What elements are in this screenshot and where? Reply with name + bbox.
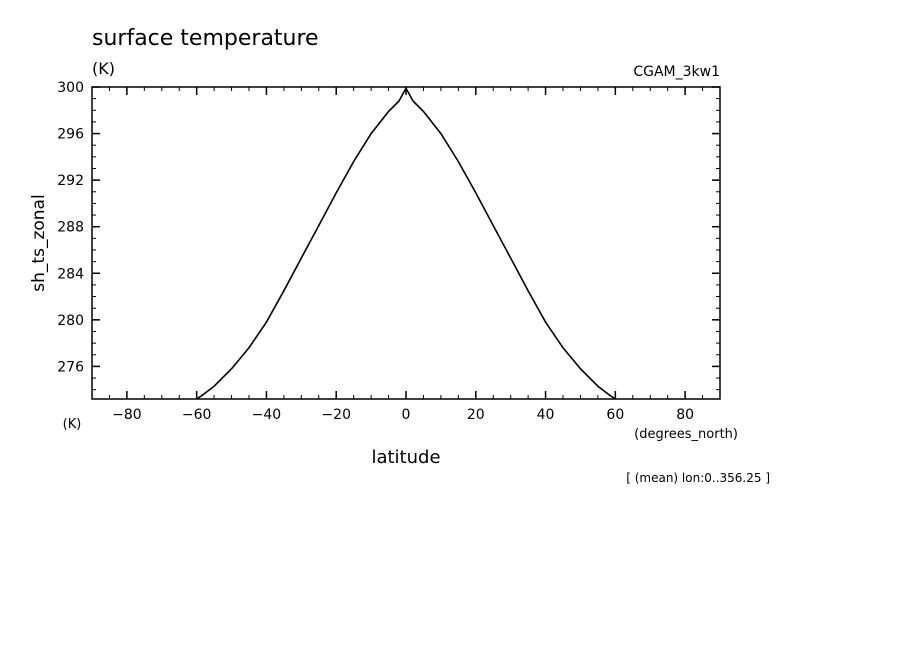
x-tick-label: −40: [252, 407, 282, 423]
dataset-label: CGAM_3kw1: [633, 64, 720, 80]
y-tick-label: 296: [57, 127, 84, 143]
y-axis-label: sh_ts_zonal: [29, 194, 49, 291]
plot-area: −80 −60 −40 −20 0 20 40 60 80 276 280 284 288 292 296 3…: [57, 80, 721, 423]
y-tick-label: 284: [57, 266, 84, 282]
y-tick-label: 288: [57, 220, 84, 236]
footnote: [ (mean) lon:0..356.25 ]: [626, 471, 770, 485]
units-label: (K): [92, 59, 115, 78]
x-tick-label: 20: [467, 407, 485, 423]
y-tick-label: 292: [57, 173, 84, 189]
x-unit-label: (degrees_north): [634, 427, 738, 442]
plot-frame: [91, 86, 721, 400]
x-tick-label: −80: [112, 407, 142, 423]
y-unit-label: (K): [63, 417, 82, 432]
y-tick-label: 276: [57, 359, 84, 375]
x-tick-label: 0: [402, 407, 411, 423]
x-tick-label: 60: [606, 407, 624, 423]
series-line: [196, 87, 616, 400]
x-tick-label: 80: [676, 407, 694, 423]
x-axis-label: latitude: [371, 447, 440, 468]
y-tick-label: 280: [57, 313, 84, 329]
y-tick-label: 300: [57, 80, 84, 96]
x-tick-label: 40: [537, 407, 555, 423]
x-tick-label: −60: [182, 407, 212, 423]
chart-title: surface temperature: [92, 26, 319, 51]
x-tick-label: −20: [321, 407, 351, 423]
